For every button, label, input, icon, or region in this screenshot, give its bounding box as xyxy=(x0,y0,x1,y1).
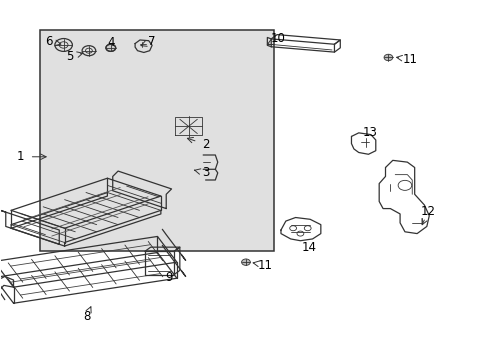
Text: 1: 1 xyxy=(17,150,24,163)
Text: 9: 9 xyxy=(165,271,173,284)
Text: 5: 5 xyxy=(66,50,73,63)
Bar xyxy=(40,30,273,251)
Circle shape xyxy=(383,54,392,61)
Text: 7: 7 xyxy=(148,35,156,48)
Text: 3: 3 xyxy=(202,166,209,179)
Text: 10: 10 xyxy=(270,32,285,45)
Circle shape xyxy=(241,259,250,265)
Text: 12: 12 xyxy=(420,205,435,218)
Text: 2: 2 xyxy=(202,138,209,151)
Text: 14: 14 xyxy=(301,241,316,255)
Text: 11: 11 xyxy=(402,53,416,66)
Circle shape xyxy=(106,44,116,51)
Text: 8: 8 xyxy=(82,310,90,323)
Text: 4: 4 xyxy=(107,36,114,49)
Text: 6: 6 xyxy=(45,35,53,48)
Text: 13: 13 xyxy=(362,126,377,139)
Text: 11: 11 xyxy=(257,258,272,271)
